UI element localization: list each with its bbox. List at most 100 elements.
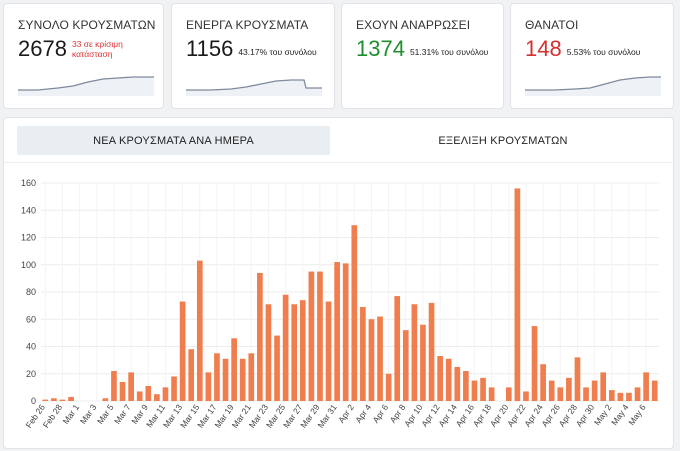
- x-tick-label: Mar 3: [78, 402, 99, 426]
- bar: [557, 387, 564, 401]
- bar: [282, 294, 289, 401]
- bar: [334, 262, 340, 401]
- sparkline-deaths-line: [525, 76, 661, 91]
- sparkline-active-line: [186, 79, 322, 91]
- bar: [265, 304, 272, 401]
- bar: [454, 366, 461, 401]
- bar: [51, 398, 57, 401]
- bar: [351, 225, 358, 401]
- bar: [102, 398, 109, 401]
- bar: [566, 377, 572, 401]
- chart-tabs: ΝΕΑ ΚΡΟΥΣΜΑΤΑ ΑΝΑ ΗΜΕΡΑ ΕΞΕΛΙΞΗ ΚΡΟΥΣΜΑΤ…: [4, 118, 673, 162]
- bar: [342, 263, 349, 401]
- stat-value-active: 1156: [186, 36, 234, 61]
- sparkline-active-fill: [186, 80, 322, 96]
- bar: [540, 364, 546, 401]
- bar: [488, 387, 495, 401]
- bar: [617, 392, 624, 401]
- bar: [128, 372, 134, 401]
- bar: [136, 391, 143, 401]
- tab-daily-cases[interactable]: ΝΕΑ ΚΡΟΥΣΜΑΤΑ ΑΝΑ ΗΜΕΡΑ: [17, 126, 330, 155]
- bar: [600, 372, 607, 401]
- y-tick-label: 140: [21, 205, 36, 215]
- y-tick-label: 60: [26, 314, 36, 324]
- bar: [463, 371, 469, 401]
- x-tick-label: Apr 6: [370, 402, 390, 425]
- bar: [231, 338, 237, 401]
- bar: [394, 296, 401, 401]
- tab-cases-evolution[interactable]: ΕΞΕΛΙΞΗ ΚΡΟΥΣΜΑΤΩΝ: [438, 134, 568, 147]
- bar: [222, 358, 229, 401]
- bar: [145, 386, 152, 401]
- x-tick-label: May 6: [626, 402, 648, 427]
- bar: [523, 391, 529, 401]
- bar: [154, 394, 160, 401]
- bar: [402, 330, 409, 401]
- bar: [291, 304, 298, 401]
- x-tick-label: Apr 30: [574, 402, 597, 428]
- sparkline-deaths-fill: [525, 77, 661, 96]
- bar: [420, 324, 426, 401]
- bar: [68, 396, 74, 401]
- bar: [325, 301, 332, 401]
- bar: [505, 387, 512, 401]
- bar: [171, 376, 177, 401]
- bar: [437, 356, 443, 401]
- stat-card-recovered: ΕΧΟΥΝ ΑΝΑΡΡΩΣΕΙ 1374 51.31% του συνόλου: [341, 3, 504, 109]
- sparkline-active: [186, 79, 322, 96]
- y-tick-label: 160: [21, 178, 36, 188]
- bar: [59, 399, 66, 401]
- bar: [179, 301, 186, 401]
- stat-value-deaths: 148: [525, 36, 562, 61]
- chart-panel: ΝΕΑ ΚΡΟΥΣΜΑΤΑ ΑΝΑ ΗΜΕΡΑ ΕΞΕΛΙΞΗ ΚΡΟΥΣΜΑΤ…: [3, 117, 674, 449]
- y-tick-label: 100: [21, 260, 36, 270]
- bar: [574, 357, 581, 401]
- stat-title-active: ΕΝΕΡΓΑ ΚΡΟΥΣΜΑΤΑ: [186, 18, 309, 32]
- bar: [308, 271, 315, 401]
- sparkline-total-line: [18, 76, 154, 91]
- bar: [111, 371, 117, 401]
- stat-card-deaths: ΘΑΝΑΤΟΙ 148 5.53% του συνόλου: [510, 3, 674, 109]
- bar: [299, 300, 306, 401]
- bar: [385, 373, 392, 401]
- bar: [471, 380, 478, 401]
- bar: [626, 392, 632, 401]
- y-tick-label: 120: [21, 233, 36, 243]
- bar: [651, 380, 658, 401]
- bar: [214, 353, 220, 401]
- stat-title-total: ΣΥΝΟΛΟ ΚΡΟΥΣΜΑΤΩΝ: [18, 18, 156, 32]
- x-tick-label: Mar 1: [61, 402, 82, 426]
- bar: [188, 349, 195, 401]
- bar: [274, 335, 280, 401]
- x-tick-label: Mar 7: [112, 402, 133, 426]
- stat-value-recovered: 1374: [356, 36, 405, 61]
- stat-card-total: ΣΥΝΟΛΟ ΚΡΟΥΣΜΑΤΩΝ 2678 33 σε κρίσιμη κατ…: [3, 3, 164, 109]
- bar: [428, 302, 435, 401]
- bar: [377, 316, 383, 401]
- bar: [162, 387, 169, 401]
- bar: [368, 319, 375, 401]
- x-tick-label: Apr 2: [336, 402, 356, 425]
- stat-sub-critical: 33 σε κρίσιμη κατάσταση: [71, 39, 123, 59]
- bar: [583, 387, 589, 401]
- bar: [445, 358, 452, 401]
- stat-value-total: 2678: [18, 36, 67, 61]
- y-tick-label: 0: [31, 396, 36, 406]
- bar: [205, 372, 212, 401]
- stat-sub-recovered: 51.31% του συνόλου: [409, 47, 489, 57]
- bar: [42, 399, 49, 401]
- bar: [634, 387, 641, 401]
- sparkline-deaths: [525, 76, 661, 96]
- y-tick-label: 20: [26, 369, 36, 379]
- stat-title-recovered: ΕΧΟΥΝ ΑΝΑΡΡΩΣΕΙ: [356, 18, 471, 32]
- bar: [196, 260, 203, 401]
- bar: [119, 381, 126, 401]
- bar: [591, 380, 598, 401]
- bar: [643, 372, 649, 401]
- bar: [248, 353, 255, 401]
- y-tick-label: 40: [26, 342, 36, 352]
- bar: [317, 271, 323, 401]
- sparkline-total-fill: [18, 77, 154, 96]
- bar: [514, 188, 521, 401]
